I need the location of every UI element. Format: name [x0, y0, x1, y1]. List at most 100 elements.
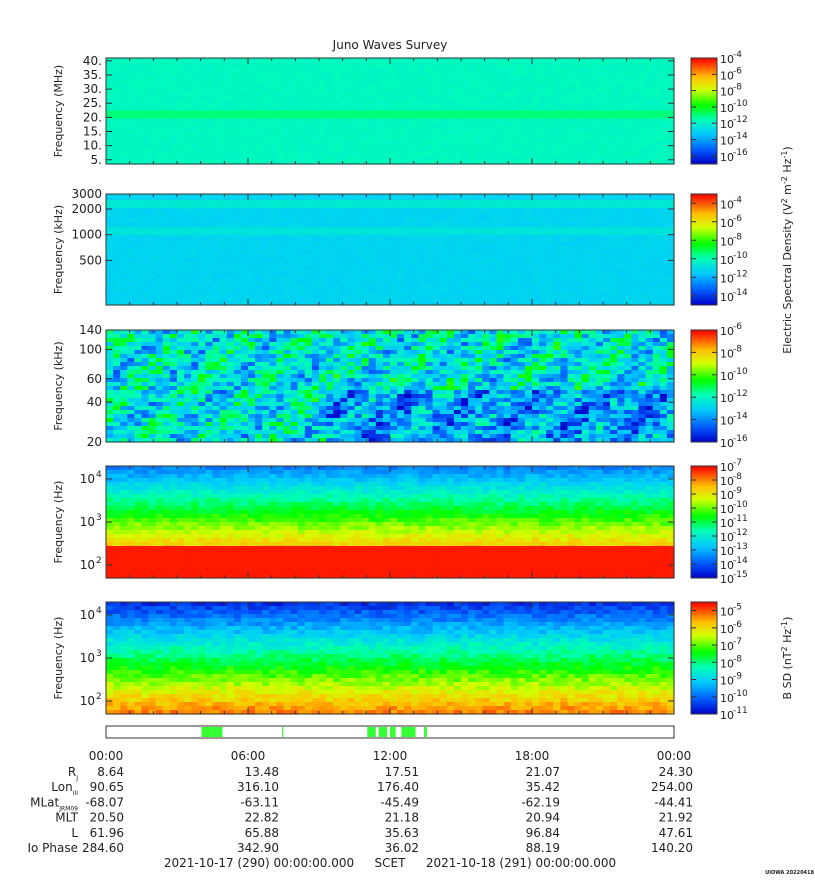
ytick-label: 15.	[83, 124, 102, 138]
colorbar-tick-exponent: -10	[733, 251, 748, 261]
ephemeris-value: 140.20	[651, 841, 693, 855]
colorbar-label-magnetic: B SD (nT2 Hz-1)	[780, 617, 795, 700]
ytick-label: 30.	[83, 82, 102, 96]
colorbar-tick-base: 10	[720, 709, 734, 722]
ephemeris-value: 13.48	[245, 765, 279, 779]
colorbar-tick-exponent: -16	[733, 434, 748, 444]
ephemeris-row-label: L	[71, 826, 78, 840]
time-tick-label: 18:00	[515, 749, 550, 763]
ephemeris-value: 342.90	[237, 841, 279, 855]
y-axis-label: Frequency (Hz)	[52, 617, 65, 700]
ephemeris-value: 254.00	[651, 780, 693, 794]
colorbar-tick-exponent: -12	[733, 115, 748, 125]
colorbar-tick-exponent: -10	[733, 500, 748, 510]
ytick-label: 5.	[91, 153, 102, 167]
ytick-label: 3000	[71, 187, 102, 201]
colorbar-tick-base: 10	[720, 675, 734, 688]
spectrogram-3	[106, 330, 675, 443]
colorbar-tick-exponent: -8	[733, 472, 742, 482]
ytick-label: 40.	[83, 54, 102, 68]
colorbar-tick-exponent: -6	[733, 66, 742, 76]
colorbar-tick-base: 10	[720, 118, 734, 131]
uiowa-stamp: UIOWA 20220418	[765, 870, 814, 876]
ytick-exponent: 2	[96, 556, 102, 566]
colorbar-tick-base: 10	[720, 272, 734, 285]
instrument-mode-bar	[105, 725, 675, 739]
ytick-label: 10	[80, 694, 95, 708]
ytick-label: 10.	[83, 139, 102, 153]
ytick-label: 500	[79, 253, 102, 267]
colorbar-tick-base: 10	[720, 135, 734, 148]
time-axis: 00:00 06:00 12:00 18:00 00:00	[89, 749, 692, 763]
time-tick-label: 00:00	[657, 749, 692, 763]
ephemeris-value: 17.51	[385, 765, 419, 779]
ephemeris-value: 96.84	[526, 826, 560, 840]
colorbar-tick-base: 10	[720, 517, 734, 530]
ytick-label: 20.	[83, 110, 102, 124]
ytick-label: 140	[79, 323, 102, 337]
colorbar-tick-exponent: -7	[733, 637, 742, 647]
footer-end: 2021-10-18 (291) 00:00:00.000	[426, 856, 616, 870]
ytick-label: 10	[80, 515, 95, 529]
ytick-label: 1000	[71, 228, 102, 242]
spectrogram-5	[106, 602, 675, 715]
ephemeris-row-label: MLT	[55, 811, 78, 825]
ephemeris-value: 35.42	[526, 780, 560, 794]
colorbar-tick-base: 10	[720, 235, 734, 248]
ephemeris-row-label: LonIII	[51, 780, 78, 797]
colorbar-tick-base: 10	[720, 392, 734, 405]
colorbar-tick-exponent: -6	[733, 620, 742, 630]
ytick-label: 10	[80, 608, 95, 622]
ephemeris-value: -45.49	[380, 795, 419, 809]
colorbar-tick-exponent: -13	[733, 542, 748, 552]
ephemeris-value: 316.10	[237, 780, 279, 794]
ytick-exponent: 3	[96, 649, 102, 659]
ytick-label: 10	[80, 472, 95, 486]
ephemeris-value: 8.64	[97, 765, 124, 779]
figure-title: Juno Waves Survey	[332, 38, 448, 52]
mode-segment	[390, 727, 396, 737]
colorbar-tick-base: 10	[720, 198, 734, 211]
ephemeris-value: 176.40	[377, 780, 419, 794]
colorbar-tick-base: 10	[720, 151, 734, 164]
ytick-label: 20	[87, 435, 102, 449]
ephemeris-value: 21.92	[659, 811, 693, 825]
colorbar-tick-exponent: -15	[733, 570, 748, 580]
ephemeris-value: 47.61	[659, 826, 693, 840]
colorbar-tick-exponent: -4	[733, 50, 742, 60]
ytick-label: 10	[80, 651, 95, 665]
colorbar-tick-exponent: -9	[733, 672, 742, 682]
mode-segment	[378, 727, 388, 737]
ephemeris-value: 35.63	[385, 826, 419, 840]
colorbar-tick-exponent: -6	[733, 322, 742, 332]
ephemeris-value: 20.50	[90, 811, 124, 825]
colorbar-tick-base: 10	[720, 503, 734, 516]
ytick-label: 100	[79, 342, 102, 356]
ytick-label: 40	[87, 395, 102, 409]
colorbar-tick-base: 10	[720, 415, 734, 428]
ytick-exponent: 4	[96, 470, 102, 480]
colorbar-tick-base: 10	[720, 531, 734, 544]
colorbar-tick-exponent: -9	[733, 486, 742, 496]
colorbar-tick-base: 10	[720, 102, 734, 115]
colorbar-tick-base: 10	[720, 291, 734, 304]
colorbar-tick-base: 10	[720, 573, 734, 586]
colorbar-tick-exponent: -11	[733, 706, 748, 716]
colorbar-tick-exponent: -6	[733, 214, 742, 224]
colorbar-tick-base: 10	[720, 69, 734, 82]
colorbar-tick-base: 10	[720, 606, 734, 619]
footer-scet: SCET	[375, 856, 407, 870]
footer-start: 2021-10-17 (290) 00:00:00.000	[164, 856, 354, 870]
colorbar-tick-exponent: -5	[733, 603, 742, 613]
mode-segment	[282, 727, 284, 737]
ephemeris-value: 21.18	[385, 811, 419, 825]
ephemeris-value: -63.11	[240, 795, 279, 809]
y-axis-label: Frequency (MHz)	[52, 65, 65, 157]
colorbar-tick-base: 10	[720, 461, 734, 474]
